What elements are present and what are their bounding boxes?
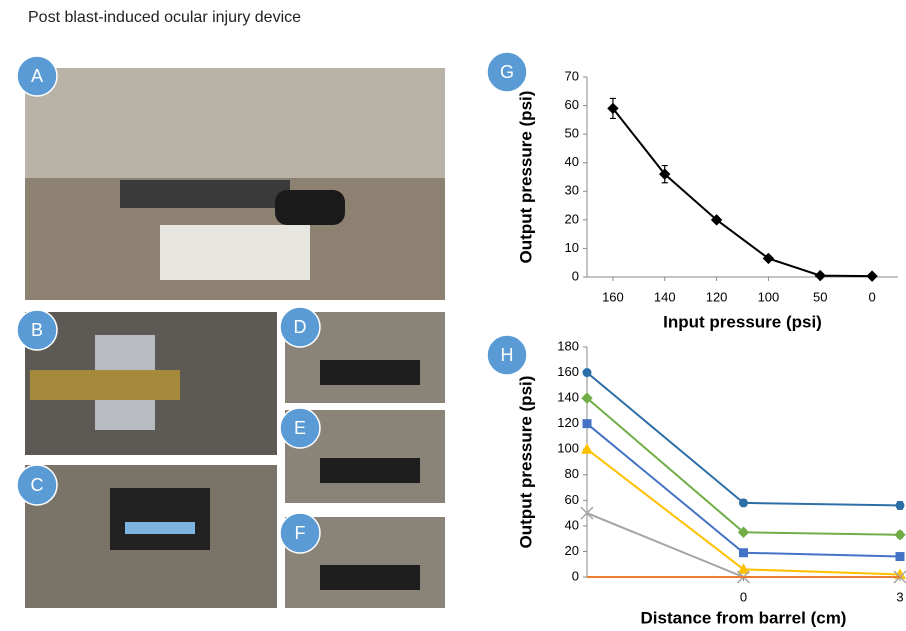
- panel-label: B: [31, 320, 43, 340]
- photo-a-device: [120, 180, 290, 208]
- x-tick-label: 0: [740, 589, 747, 604]
- y-tick-label: 30: [565, 183, 579, 198]
- panel-label: G: [500, 62, 514, 82]
- panel-label: D: [294, 317, 307, 337]
- y-tick-label: 50: [565, 126, 579, 141]
- y-tick-label: 10: [565, 240, 579, 255]
- x-axis-title: Distance from barrel (cm): [641, 608, 847, 627]
- x-tick-label: 120: [706, 289, 728, 304]
- photo-d-device: [320, 360, 420, 385]
- photos: [25, 68, 445, 608]
- marker: [815, 271, 825, 281]
- y-tick-label: 60: [565, 492, 579, 507]
- y-axis-title: Output pressure (psi): [516, 91, 535, 264]
- series-line: [613, 108, 872, 276]
- photo-c-meter: [110, 488, 210, 550]
- panel-label: A: [31, 66, 43, 86]
- y-tick-label: 20: [565, 543, 579, 558]
- marker: [896, 501, 904, 509]
- panel-label: H: [501, 345, 514, 365]
- marker: [583, 369, 591, 377]
- x-tick-label: 100: [758, 289, 780, 304]
- y-tick-label: 40: [565, 154, 579, 169]
- y-tick-label: 80: [565, 466, 579, 481]
- panel-label: C: [31, 475, 44, 495]
- marker: [895, 530, 905, 540]
- x-tick-label: 140: [654, 289, 676, 304]
- series-line: [587, 398, 900, 535]
- panel-label: F: [295, 523, 306, 543]
- marker: [583, 420, 591, 428]
- y-axis-title: Output pressure (psi): [516, 376, 535, 549]
- x-tick-label: 3: [896, 589, 903, 604]
- photo-a-tank: [275, 190, 345, 225]
- figure-title: Post blast-induced ocular injury device: [28, 9, 301, 26]
- y-tick-label: 160: [557, 364, 579, 379]
- x-tick-label: 50: [813, 289, 827, 304]
- marker: [740, 499, 748, 507]
- y-tick-label: 140: [557, 390, 579, 405]
- figure: Post blast-induced ocular injury device …: [0, 0, 906, 631]
- y-tick-label: 100: [557, 441, 579, 456]
- marker: [896, 553, 904, 561]
- marker: [867, 271, 877, 281]
- photo-a-wall: [25, 68, 445, 178]
- y-tick-label: 20: [565, 211, 579, 226]
- y-tick-label: 0: [572, 568, 579, 583]
- x-tick-label: 160: [602, 289, 624, 304]
- panel-label: E: [294, 418, 306, 438]
- y-tick-label: 180: [557, 338, 579, 353]
- photo-b-barrel: [30, 370, 180, 400]
- y-tick-label: 40: [565, 517, 579, 532]
- x-tick-label: 0: [868, 289, 875, 304]
- photo-e-device: [320, 458, 420, 483]
- photo-c-display: [125, 522, 195, 534]
- y-tick-label: 0: [572, 268, 579, 283]
- y-tick-label: 70: [565, 68, 579, 83]
- x-axis-title: Input pressure (psi): [663, 312, 822, 331]
- photo-a-paper: [160, 225, 310, 280]
- y-tick-label: 60: [565, 97, 579, 112]
- photo-f-device: [320, 565, 420, 590]
- y-tick-label: 120: [557, 415, 579, 430]
- marker: [740, 549, 748, 557]
